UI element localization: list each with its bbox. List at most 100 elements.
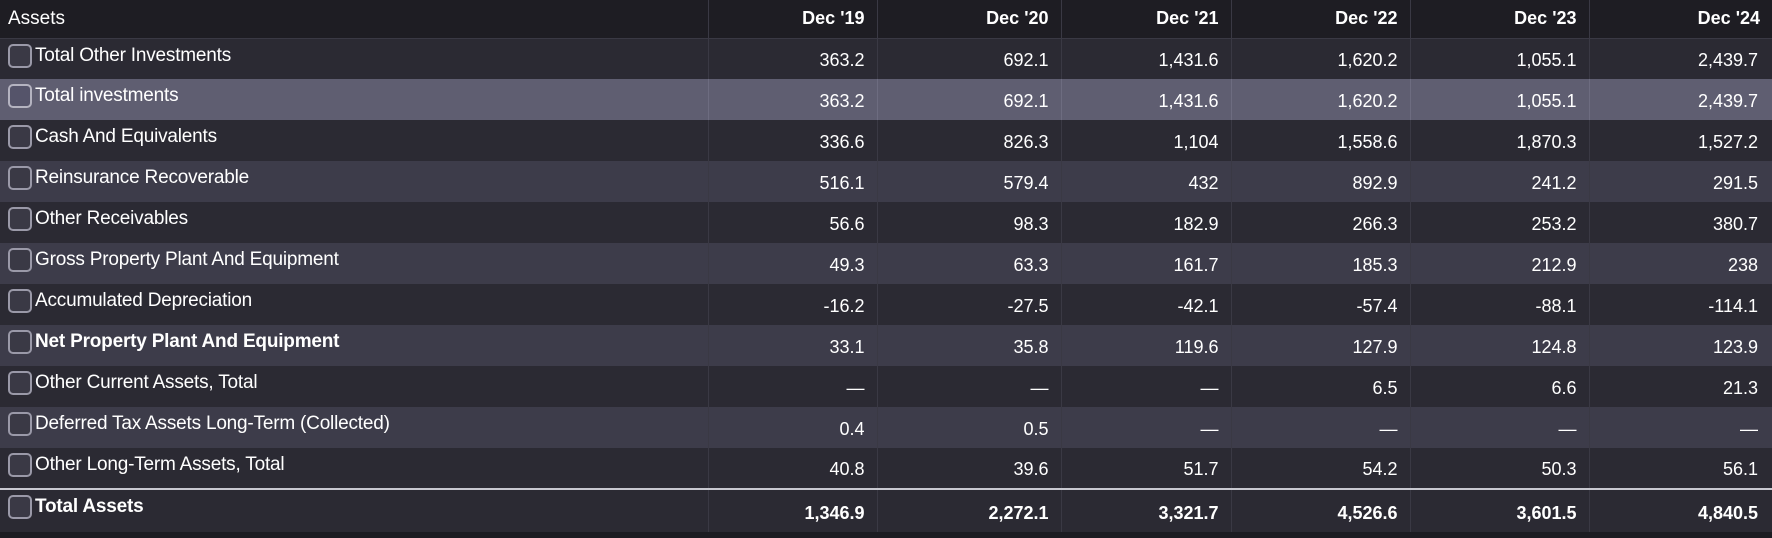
row-label: Gross Property Plant And Equipment bbox=[35, 249, 339, 270]
value-cell: 1,620.2 bbox=[1231, 79, 1411, 120]
value-cell: 4,840.5 bbox=[1697, 503, 1758, 523]
row-label: Net Property Plant And Equipment bbox=[35, 331, 340, 352]
value-cell: 579.4 bbox=[877, 161, 1062, 202]
table-row: Accumulated Depreciation -16.2 -27.5 -42… bbox=[0, 284, 1772, 325]
value-cell: -16.2 bbox=[708, 284, 878, 325]
row-label: Accumulated Depreciation bbox=[35, 290, 252, 311]
value-cell: 39.6 bbox=[877, 448, 1062, 489]
value-cell: 50.3 bbox=[1410, 448, 1590, 489]
value-cell: 0.4 bbox=[708, 407, 878, 448]
column-header[interactable]: Dec '21 bbox=[1061, 0, 1232, 39]
value-cell: 35.8 bbox=[877, 325, 1062, 366]
row-checkbox[interactable] bbox=[8, 289, 32, 313]
value-cell: — bbox=[1061, 366, 1232, 407]
table-header-row: Assets Dec '19 Dec '20 Dec '21 Dec '22 D… bbox=[0, 0, 1772, 39]
value-cell: 161.7 bbox=[1061, 243, 1232, 284]
value-cell: 253.2 bbox=[1410, 202, 1590, 243]
value-cell: -42.1 bbox=[1061, 284, 1232, 325]
value-cell: 241.2 bbox=[1410, 161, 1590, 202]
row-label-cell: Other Current Assets, Total bbox=[0, 366, 709, 407]
row-label: Deferred Tax Assets Long-Term (Collected… bbox=[35, 413, 390, 434]
value-cell: 336.6 bbox=[708, 120, 878, 161]
column-header[interactable]: Dec '24 bbox=[1589, 0, 1772, 39]
row-label-cell: Total Assets bbox=[0, 489, 709, 532]
value-cell: — bbox=[1410, 407, 1590, 448]
value-cell: 1,431.6 bbox=[1061, 79, 1232, 120]
row-label-cell: Deferred Tax Assets Long-Term (Collected… bbox=[0, 407, 709, 448]
value-cell: 21.3 bbox=[1722, 378, 1758, 398]
row-label-cell: Other Receivables bbox=[0, 202, 709, 243]
value-cell: 49.3 bbox=[708, 243, 878, 284]
value-cell: 692.1 bbox=[877, 79, 1062, 120]
column-header[interactable]: Dec '20 bbox=[877, 0, 1062, 39]
value-cell: -88.1 bbox=[1410, 284, 1590, 325]
row-label: Total Other Investments bbox=[35, 44, 232, 66]
value-cell: 363.2 bbox=[708, 79, 878, 120]
table-row: Deferred Tax Assets Long-Term (Collected… bbox=[0, 407, 1772, 448]
row-label-cell: Total investments bbox=[0, 79, 709, 120]
value-cell: -114.1 bbox=[1708, 296, 1758, 316]
value-cell: — bbox=[708, 366, 878, 407]
row-checkbox[interactable] bbox=[8, 330, 32, 354]
row-checkbox[interactable] bbox=[8, 84, 32, 108]
value-cell: -57.4 bbox=[1231, 284, 1411, 325]
value-cell: 892.9 bbox=[1231, 161, 1411, 202]
column-header[interactable]: Dec '22 bbox=[1231, 0, 1411, 39]
value-cell: 56.1 bbox=[1722, 459, 1758, 479]
value-cell: 182.9 bbox=[1061, 202, 1232, 243]
row-checkbox[interactable] bbox=[8, 125, 32, 149]
value-cell: — bbox=[1061, 407, 1232, 448]
row-label: Total Assets bbox=[35, 496, 144, 517]
row-checkbox[interactable] bbox=[8, 495, 32, 519]
value-cell: 51.7 bbox=[1061, 448, 1232, 489]
row-label: Other Current Assets, Total bbox=[35, 372, 258, 393]
value-cell: 1,104 bbox=[1061, 120, 1232, 161]
table-row: Total investments 363.2 692.1 1,431.6 1,… bbox=[0, 79, 1772, 120]
value-cell: 119.6 bbox=[1061, 325, 1232, 366]
row-label: Other Long-Term Assets, Total bbox=[35, 454, 285, 475]
value-cell: 380.7 bbox=[1712, 214, 1758, 234]
row-label: Other Receivables bbox=[35, 208, 188, 229]
value-cell: 6.5 bbox=[1231, 366, 1411, 407]
row-checkbox[interactable] bbox=[8, 371, 32, 395]
row-label: Total investments bbox=[35, 85, 179, 106]
value-cell: 238 bbox=[1727, 255, 1758, 275]
value-cell: 4,526.6 bbox=[1231, 489, 1411, 532]
value-cell: 54.2 bbox=[1231, 448, 1411, 489]
table-row: Total Other Investments 363.2 692.1 1,43… bbox=[0, 38, 1772, 79]
value-cell: 2,439.7 bbox=[1697, 91, 1758, 111]
header-assets: Assets bbox=[0, 0, 709, 39]
column-header[interactable]: Dec '19 bbox=[708, 0, 878, 39]
row-label-cell: Reinsurance Recoverable bbox=[0, 161, 709, 202]
row-checkbox[interactable] bbox=[8, 248, 32, 272]
value-cell: 98.3 bbox=[877, 202, 1062, 243]
row-checkbox[interactable] bbox=[8, 43, 32, 68]
value-cell: 1,055.1 bbox=[1410, 38, 1590, 79]
value-cell: 826.3 bbox=[877, 120, 1062, 161]
column-header[interactable]: Dec '23 bbox=[1410, 0, 1590, 39]
value-cell: 363.2 bbox=[708, 38, 878, 79]
row-label-cell: Total Other Investments bbox=[0, 38, 709, 79]
table-row: Net Property Plant And Equipment 33.1 35… bbox=[0, 325, 1772, 366]
row-label-cell: Cash And Equivalents bbox=[0, 120, 709, 161]
row-checkbox[interactable] bbox=[8, 166, 32, 190]
row-checkbox[interactable] bbox=[8, 207, 32, 231]
value-cell: 185.3 bbox=[1231, 243, 1411, 284]
row-label-cell: Accumulated Depreciation bbox=[0, 284, 709, 325]
value-cell: 291.5 bbox=[1712, 173, 1758, 193]
value-cell: 2,272.1 bbox=[877, 489, 1062, 532]
value-cell: 1,527.2 bbox=[1697, 132, 1758, 152]
row-label-cell: Other Long-Term Assets, Total bbox=[0, 448, 709, 489]
value-cell: 2,439.7 bbox=[1697, 50, 1758, 70]
row-checkbox[interactable] bbox=[8, 412, 32, 436]
table-row-total: Total Assets 1,346.9 2,272.1 3,321.7 4,5… bbox=[0, 489, 1772, 532]
table-row: Other Current Assets, Total — — — 6.5 6.… bbox=[0, 366, 1772, 407]
table-row: Cash And Equivalents 336.6 826.3 1,104 1… bbox=[0, 120, 1772, 161]
value-cell: 1,558.6 bbox=[1231, 120, 1411, 161]
value-cell: 516.1 bbox=[708, 161, 878, 202]
value-cell: 266.3 bbox=[1231, 202, 1411, 243]
row-label: Cash And Equivalents bbox=[35, 126, 217, 147]
value-cell: — bbox=[877, 366, 1062, 407]
row-checkbox[interactable] bbox=[8, 453, 32, 477]
